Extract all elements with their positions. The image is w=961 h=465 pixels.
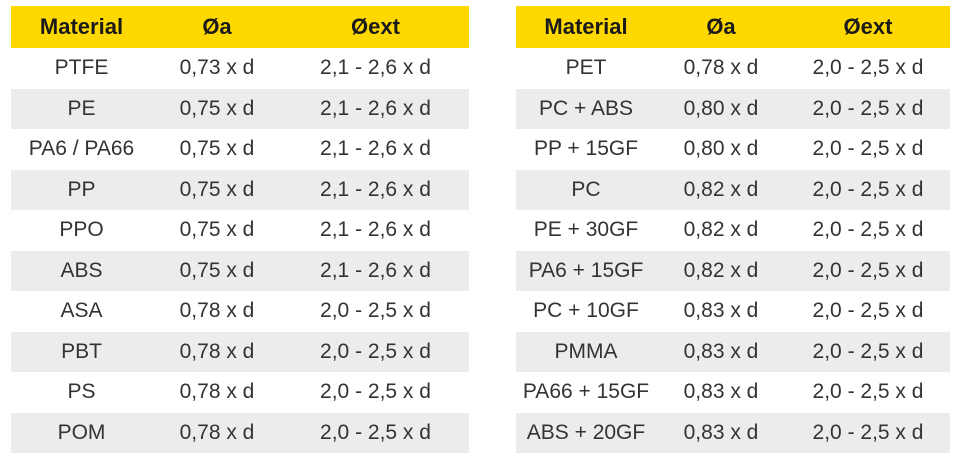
- table-row: ABS 0,75 x d 2,1 - 2,6 x d: [11, 250, 469, 291]
- cell-inner-diameter: 0,82 x d: [656, 169, 786, 210]
- cell-inner-diameter: 0,78 x d: [152, 412, 282, 453]
- cell-inner-diameter: 0,80 x d: [656, 88, 786, 129]
- table-header-row: Material Øa Øext: [516, 6, 950, 48]
- cell-outer-diameter: 2,0 - 2,5 x d: [786, 169, 950, 210]
- cell-inner-diameter: 0,75 x d: [152, 209, 282, 251]
- cell-outer-diameter: 2,1 - 2,6 x d: [282, 250, 469, 291]
- table-row: PA6 + 15GF 0,82 x d 2,0 - 2,5 x d: [516, 250, 950, 291]
- cell-inner-diameter: 0,82 x d: [656, 250, 786, 291]
- cell-material: PET: [516, 47, 656, 89]
- cell-inner-diameter: 0,78 x d: [656, 47, 786, 89]
- table-row: PC + ABS 0,80 x d 2,0 - 2,5 x d: [516, 88, 950, 129]
- cell-inner-diameter: 0,78 x d: [152, 290, 282, 332]
- cell-inner-diameter: 0,82 x d: [656, 209, 786, 251]
- table-row: PP 0,75 x d 2,1 - 2,6 x d: [11, 169, 469, 210]
- table-row: PA6 / PA66 0,75 x d 2,1 - 2,6 x d: [11, 128, 469, 170]
- cell-outer-diameter: 2,0 - 2,5 x d: [786, 88, 950, 129]
- cell-inner-diameter: 0,83 x d: [656, 290, 786, 332]
- cell-outer-diameter: 2,1 - 2,6 x d: [282, 169, 469, 210]
- table-row: PBT 0,78 x d 2,0 - 2,5 x d: [11, 331, 469, 372]
- header-outer-diameter: Øext: [282, 6, 469, 48]
- table-row: PPO 0,75 x d 2,1 - 2,6 x d: [11, 209, 469, 251]
- cell-inner-diameter: 0,83 x d: [656, 331, 786, 372]
- cell-inner-diameter: 0,75 x d: [152, 250, 282, 291]
- table-body: PTFE 0,73 x d 2,1 - 2,6 x d PE 0,75 x d 2,1 -…: [11, 47, 469, 453]
- cell-material: PA6 + 15GF: [516, 250, 656, 291]
- cell-outer-diameter: 2,0 - 2,5 x d: [786, 47, 950, 89]
- cell-material: PBT: [11, 331, 152, 372]
- cell-inner-diameter: 0,75 x d: [152, 169, 282, 210]
- header-material: Material: [11, 6, 152, 48]
- cell-material: POM: [11, 412, 152, 453]
- table-row: PS 0,78 x d 2,0 - 2,5 x d: [11, 371, 469, 413]
- cell-material: PP: [11, 169, 152, 210]
- cell-material: PE: [11, 88, 152, 129]
- table-row: PA66 + 15GF 0,83 x d 2,0 - 2,5 x d: [516, 371, 950, 413]
- material-table-right: Material Øa Øext PET 0,78 x d 2,0 - 2,5 x …: [516, 6, 950, 453]
- table-header-row: Material Øa Øext: [11, 6, 469, 48]
- cell-material: PPO: [11, 209, 152, 251]
- cell-outer-diameter: 2,0 - 2,5 x d: [786, 290, 950, 332]
- cell-outer-diameter: 2,0 - 2,5 x d: [786, 412, 950, 453]
- table-row: PE + 30GF 0,82 x d 2,0 - 2,5 x d: [516, 209, 950, 251]
- cell-inner-diameter: 0,83 x d: [656, 412, 786, 453]
- table-row: PC 0,82 x d 2,0 - 2,5 x d: [516, 169, 950, 210]
- cell-outer-diameter: 2,0 - 2,5 x d: [282, 290, 469, 332]
- cell-material: PS: [11, 371, 152, 413]
- cell-material: PA66 + 15GF: [516, 371, 656, 413]
- cell-material: PC + ABS: [516, 88, 656, 129]
- cell-material: PC: [516, 169, 656, 210]
- header-outer-diameter: Øext: [786, 6, 950, 48]
- cell-inner-diameter: 0,75 x d: [152, 128, 282, 170]
- cell-outer-diameter: 2,0 - 2,5 x d: [786, 128, 950, 170]
- cell-material: ABS: [11, 250, 152, 291]
- cell-material: PTFE: [11, 47, 152, 89]
- cell-inner-diameter: 0,83 x d: [656, 371, 786, 413]
- cell-outer-diameter: 2,0 - 2,5 x d: [282, 331, 469, 372]
- table-row: PE 0,75 x d 2,1 - 2,6 x d: [11, 88, 469, 129]
- cell-outer-diameter: 2,0 - 2,5 x d: [282, 412, 469, 453]
- header-material: Material: [516, 6, 656, 48]
- cell-material: PP + 15GF: [516, 128, 656, 170]
- cell-material: PA6 / PA66: [11, 128, 152, 170]
- cell-inner-diameter: 0,73 x d: [152, 47, 282, 89]
- table-body: PET 0,78 x d 2,0 - 2,5 x d PC + ABS 0,80 x d…: [516, 47, 950, 453]
- cell-outer-diameter: 2,0 - 2,5 x d: [786, 209, 950, 251]
- cell-outer-diameter: 2,1 - 2,6 x d: [282, 128, 469, 170]
- cell-inner-diameter: 0,75 x d: [152, 88, 282, 129]
- cell-outer-diameter: 2,1 - 2,6 x d: [282, 209, 469, 251]
- cell-material: PE + 30GF: [516, 209, 656, 251]
- table-row: ABS + 20GF 0,83 x d 2,0 - 2,5 x d: [516, 412, 950, 453]
- cell-inner-diameter: 0,78 x d: [152, 371, 282, 413]
- table-row: PC + 10GF 0,83 x d 2,0 - 2,5 x d: [516, 290, 950, 332]
- cell-material: PMMA: [516, 331, 656, 372]
- cell-outer-diameter: 2,1 - 2,6 x d: [282, 47, 469, 89]
- table-row: PP + 15GF 0,80 x d 2,0 - 2,5 x d: [516, 128, 950, 170]
- cell-outer-diameter: 2,0 - 2,5 x d: [786, 371, 950, 413]
- cell-inner-diameter: 0,80 x d: [656, 128, 786, 170]
- table-row: PET 0,78 x d 2,0 - 2,5 x d: [516, 47, 950, 89]
- cell-material: ASA: [11, 290, 152, 332]
- table-row: PMMA 0,83 x d 2,0 - 2,5 x d: [516, 331, 950, 372]
- cell-material: ABS + 20GF: [516, 412, 656, 453]
- table-row: POM 0,78 x d 2,0 - 2,5 x d: [11, 412, 469, 453]
- cell-outer-diameter: 2,0 - 2,5 x d: [282, 371, 469, 413]
- table-row: ASA 0,78 x d 2,0 - 2,5 x d: [11, 290, 469, 332]
- cell-outer-diameter: 2,1 - 2,6 x d: [282, 88, 469, 129]
- cell-outer-diameter: 2,0 - 2,5 x d: [786, 331, 950, 372]
- header-inner-diameter: Øa: [656, 6, 786, 48]
- cell-outer-diameter: 2,0 - 2,5 x d: [786, 250, 950, 291]
- table-row: PTFE 0,73 x d 2,1 - 2,6 x d: [11, 47, 469, 89]
- header-inner-diameter: Øa: [152, 6, 282, 48]
- cell-inner-diameter: 0,78 x d: [152, 331, 282, 372]
- material-table-left: Material Øa Øext PTFE 0,73 x d 2,1 - 2,6 x…: [11, 6, 469, 453]
- cell-material: PC + 10GF: [516, 290, 656, 332]
